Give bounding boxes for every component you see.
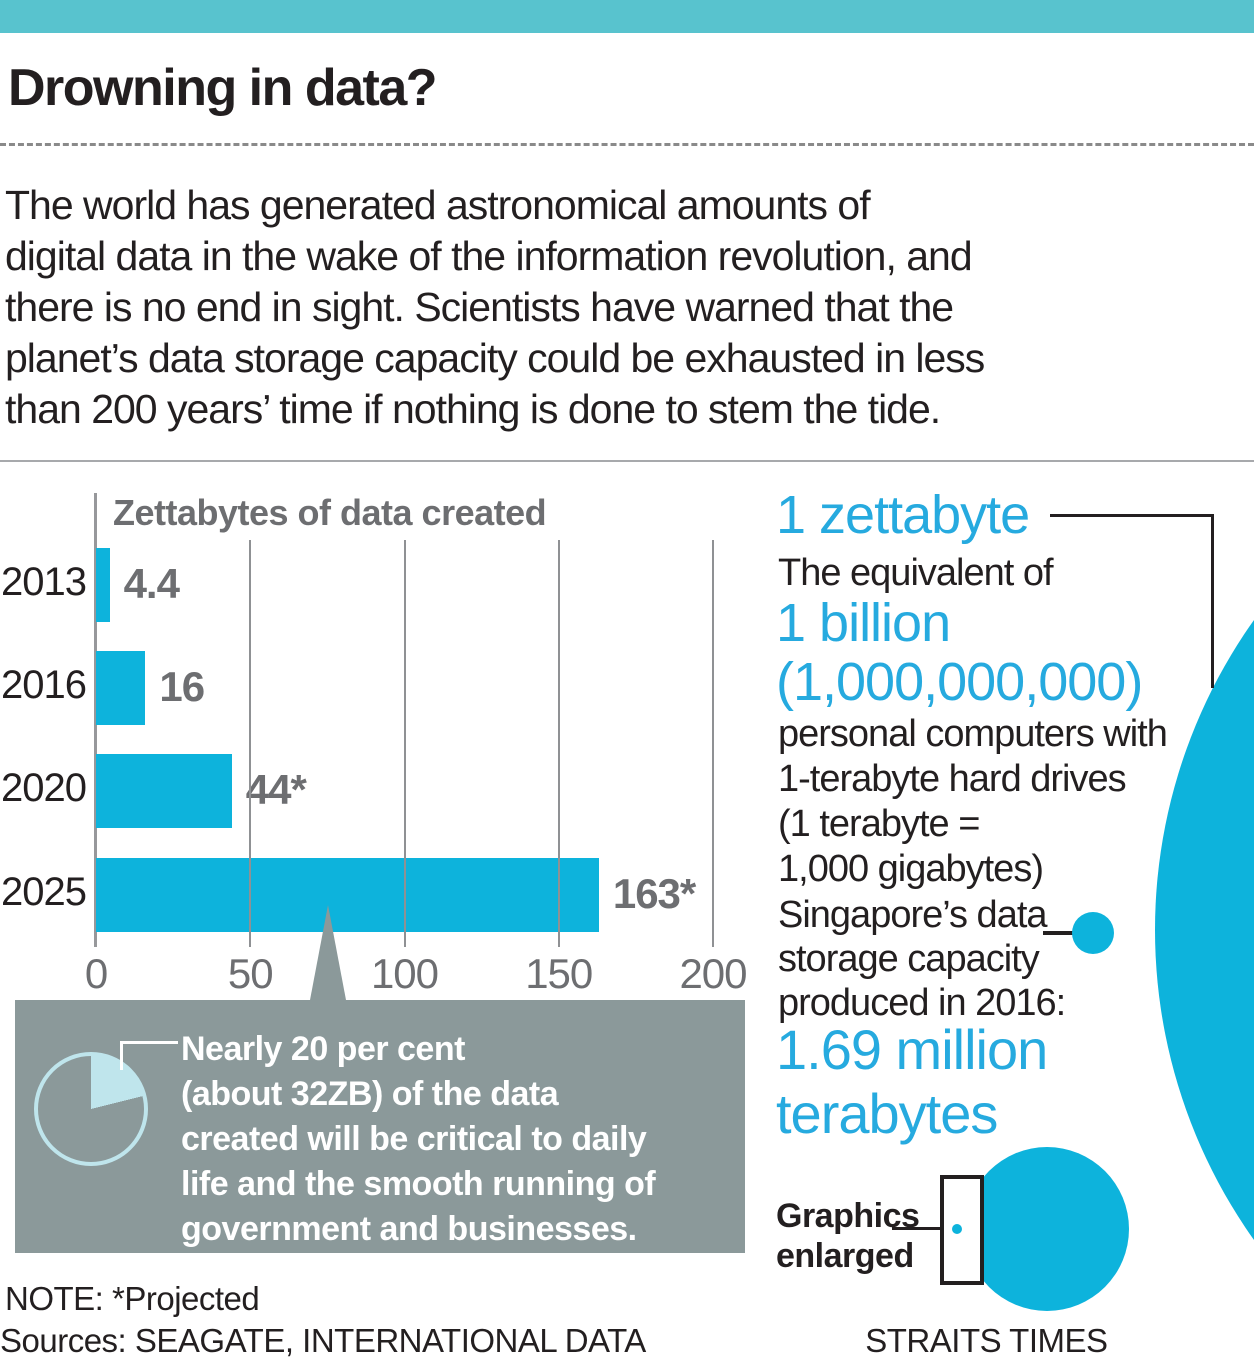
zettabyte-heading: 1 zettabyte xyxy=(776,485,1030,545)
billion-line: (1,000,000,000) xyxy=(776,652,1143,712)
intro-paragraph: The world has generated astronomical amo… xyxy=(5,180,1253,435)
page-title: Drowning in data? xyxy=(8,59,438,117)
singapore-line: produced in 2016: xyxy=(778,982,1066,1024)
actual-size-circle xyxy=(965,1147,1129,1311)
gridline xyxy=(249,540,252,947)
bar-value-label: 4.4 xyxy=(123,560,180,607)
bar-value-label: 163* xyxy=(612,870,696,917)
terabyte-note-line: (1 terabyte = xyxy=(778,803,980,845)
intro-line: digital data in the wake of the informat… xyxy=(5,233,973,279)
door-icon xyxy=(940,1175,984,1285)
x-tick-label: 0 xyxy=(84,950,108,997)
bar-2016 xyxy=(96,651,146,725)
bar-2020 xyxy=(96,754,232,828)
intro-line: planet’s data storage capacity could be … xyxy=(5,335,985,381)
pie-chart-icon xyxy=(34,1052,148,1166)
billion-figure: 1 billion (1,000,000,000) xyxy=(776,593,1143,712)
callout-pointer-triangle xyxy=(310,905,346,1000)
top-color-band xyxy=(0,0,1254,33)
gridline xyxy=(712,540,714,947)
intro-line: The world has generated astronomical amo… xyxy=(5,182,871,228)
bar-2025 xyxy=(96,858,599,932)
pc-line: personal computers with xyxy=(778,713,1168,755)
pc-line: 1-terabyte hard drives xyxy=(778,758,1127,800)
callout-line: life and the smooth running of xyxy=(181,1165,656,1203)
billion-line: 1 billion xyxy=(776,593,951,653)
callout-line: government and businesses. xyxy=(181,1210,637,1248)
year-label: 2020 xyxy=(1,766,87,810)
capacity-line: 1.69 million xyxy=(776,1018,1048,1081)
x-tick-label: 150 xyxy=(525,950,593,997)
callout-connector-line xyxy=(120,1041,123,1070)
pc-description: personal computers with 1-terabyte hard … xyxy=(778,712,1168,802)
year-label: 2016 xyxy=(1,663,87,707)
terabyte-note-line: 1,000 gigabytes) xyxy=(778,848,1044,890)
capacity-figure: 1.69 million terabytes xyxy=(776,1018,1048,1146)
callout-connector-line xyxy=(120,1041,178,1044)
singapore-line: storage capacity xyxy=(778,938,1040,980)
graphics-enlarged-line: enlarged xyxy=(776,1237,914,1275)
zettabyte-connector-line xyxy=(1211,514,1214,688)
door-dot-icon xyxy=(952,1224,962,1234)
chart-y-axis-line xyxy=(94,493,97,947)
callout-line: Nearly 20 per cent xyxy=(181,1030,465,1068)
sources-text: Sources: SEAGATE, INTERNATIONAL DATA COR… xyxy=(0,1322,644,1362)
equivalent-label: The equivalent of xyxy=(778,552,1054,594)
bar-value-label: 44* xyxy=(245,766,307,813)
dashed-divider xyxy=(0,143,1254,146)
gridline xyxy=(403,540,406,947)
intro-line: than 200 years’ time if nothing is done … xyxy=(5,386,941,432)
bar-value-label: 16 xyxy=(159,663,205,710)
singapore-capacity-dot xyxy=(1072,912,1114,954)
bar-2013 xyxy=(96,548,110,622)
terabyte-note: (1 terabyte = 1,000 gigabytes) xyxy=(778,802,1044,892)
callout-line: (about 32ZB) of the data xyxy=(181,1075,559,1113)
credit-text: STRAITS TIMES GRAPHICS xyxy=(865,1322,1108,1362)
intro-line: there is no end in sight. Scientists hav… xyxy=(5,284,954,330)
x-tick-label: 50 xyxy=(227,950,274,997)
graphics-enlarged-line: Graphics xyxy=(776,1197,920,1235)
capacity-line: terabytes xyxy=(776,1082,998,1145)
singapore-connector-line xyxy=(1043,931,1073,935)
graphics-enlarged-label: Graphics enlarged xyxy=(776,1196,920,1276)
x-tick-label: 100 xyxy=(370,950,439,997)
gridline xyxy=(557,540,560,947)
chart-title: Zettabytes of data created xyxy=(113,492,547,533)
sources-line: Sources: SEAGATE, INTERNATIONAL DATA COR… xyxy=(0,1322,1252,1362)
callout-line: created will be critical to daily xyxy=(181,1120,647,1158)
singapore-label: Singapore’s data storage capacity produc… xyxy=(778,893,1066,1025)
callout-text: Nearly 20 per cent (about 32ZB) of the d… xyxy=(181,1027,741,1252)
year-label: 2025 xyxy=(1,870,87,914)
zettabyte-connector-line xyxy=(1050,514,1214,517)
section-divider xyxy=(0,460,1254,462)
graphics-connector-line xyxy=(892,1227,940,1230)
singapore-line: Singapore’s data xyxy=(778,894,1048,936)
year-label: 2013 xyxy=(1,560,87,604)
projected-note: NOTE: *Projected xyxy=(5,1280,260,1317)
x-tick-label: 200 xyxy=(679,950,747,997)
